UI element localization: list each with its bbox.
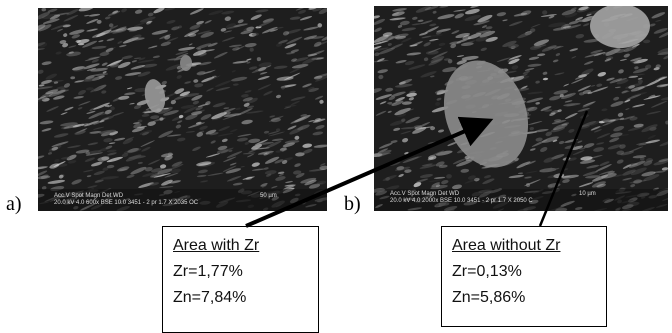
scalebar-scale-a: 50 µm (260, 193, 277, 199)
callout-zn-value: Zn=7,84% (173, 289, 247, 306)
panel-b-label: b) (344, 193, 361, 215)
scalebar-values-b: 20.0 kV 4.0 2000x BSE 10.0 3451 - 2 pr 1… (390, 198, 533, 204)
callout-title: Area with Zr (173, 237, 260, 254)
scalebar-scale-b: 10 µm (579, 191, 596, 197)
callout-zr-value: Zr=0,13% (452, 263, 522, 280)
sem-texture-a (38, 8, 327, 211)
scalebar-values-a: 20.0 kV 4.0 600x BSE 10.0 3451 - 2 pr 1.… (54, 200, 199, 206)
panel-a-label: a) (6, 193, 22, 215)
callout-title: Area without Zr (452, 237, 561, 254)
callout-zr-value: Zr=1,77% (173, 263, 243, 280)
callout-area-with-zr: Area with Zr Zr=1,77% Zn=7,84% (162, 226, 319, 333)
sem-micrograph-a: Acc.V Spot Magn Det WD 20.0 kV 4.0 600x … (38, 8, 327, 211)
sem-micrograph-b: Acc.V Spot Magn Det WD 20.0 kV 4.0 2000x… (374, 6, 668, 211)
callout-zn-value: Zn=5,86% (452, 289, 526, 306)
scalebar-header-a: Acc.V Spot Magn Det WD (54, 193, 124, 199)
sem-texture-b (374, 6, 668, 211)
callout-area-without-zr: Area without Zr Zr=0,13% Zn=5,86% (441, 226, 607, 327)
scalebar-header-b: Acc.V Spot Magn Det WD (390, 191, 460, 197)
